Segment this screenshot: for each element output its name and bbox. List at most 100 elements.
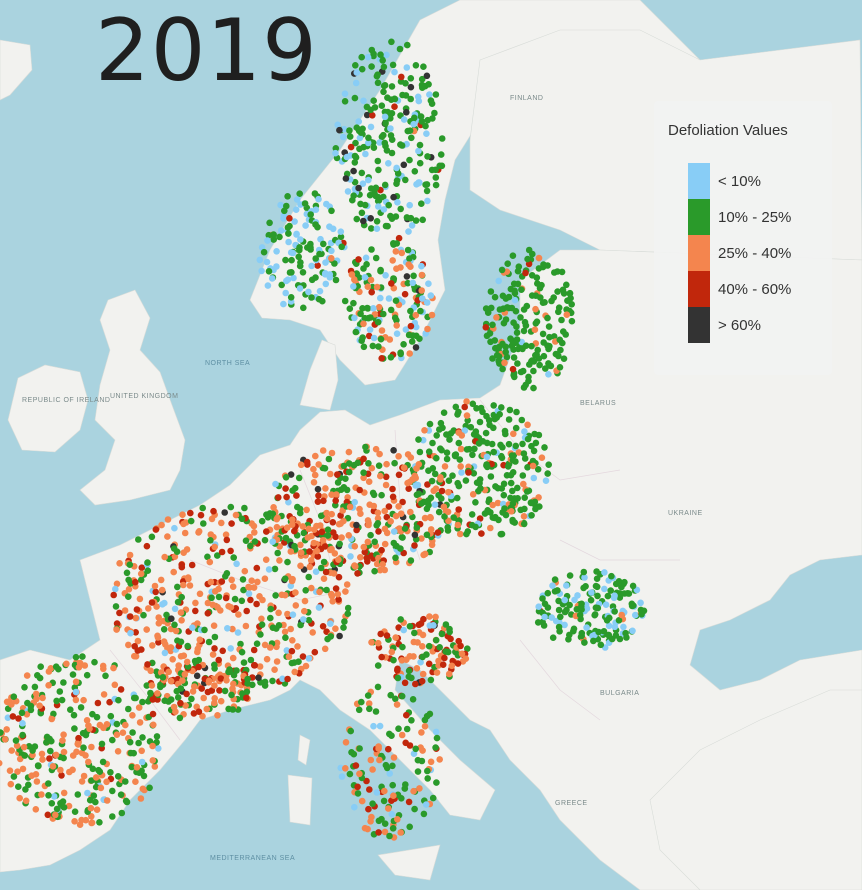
plot-point bbox=[382, 120, 389, 127]
plot-point bbox=[122, 721, 129, 729]
plot-point bbox=[204, 610, 212, 617]
plot-point bbox=[493, 314, 500, 321]
plot-point bbox=[419, 216, 427, 224]
plot-point bbox=[294, 643, 301, 650]
plot-point bbox=[281, 628, 289, 636]
plot-point bbox=[243, 607, 250, 615]
plot-point bbox=[414, 768, 422, 775]
plot-point bbox=[92, 774, 100, 781]
plot-point bbox=[15, 715, 22, 722]
plot-point bbox=[351, 314, 358, 322]
plot-point bbox=[407, 214, 415, 222]
plot-point bbox=[431, 470, 439, 478]
plot-point bbox=[276, 557, 283, 564]
plot-point bbox=[199, 712, 206, 720]
plot-point bbox=[181, 529, 189, 537]
plot-point bbox=[289, 637, 296, 644]
plot-point bbox=[263, 655, 271, 663]
plot-point bbox=[132, 694, 139, 702]
plot-point bbox=[160, 626, 168, 633]
plot-point bbox=[398, 533, 406, 541]
plot-point bbox=[365, 521, 372, 529]
plot-point bbox=[180, 652, 188, 659]
plot-point bbox=[368, 288, 376, 296]
plot-point bbox=[217, 675, 225, 682]
plot-point bbox=[535, 265, 543, 272]
plot-point bbox=[521, 494, 528, 502]
plot-point bbox=[389, 781, 397, 789]
plot-point bbox=[228, 520, 235, 527]
plot-point bbox=[4, 714, 12, 721]
plot-point bbox=[296, 285, 304, 292]
plot-point bbox=[109, 787, 116, 795]
plot-point bbox=[426, 420, 434, 428]
plot-point bbox=[408, 338, 416, 345]
plot-point bbox=[306, 563, 314, 571]
plot-point bbox=[433, 454, 440, 462]
plot-point bbox=[63, 660, 70, 668]
defoliation-points[interactable] bbox=[0, 38, 648, 841]
year-title: 2019 bbox=[95, 1, 318, 101]
plot-point bbox=[360, 474, 367, 482]
plot-point bbox=[186, 582, 194, 589]
plot-point bbox=[489, 355, 496, 362]
plot-point bbox=[288, 269, 295, 276]
plot-point bbox=[388, 38, 395, 46]
plot-point bbox=[364, 692, 372, 699]
legend-item-lt10: < 10% bbox=[688, 163, 818, 199]
plot-point bbox=[438, 630, 446, 638]
plot-point bbox=[441, 513, 448, 520]
plot-point bbox=[424, 197, 431, 205]
plot-point bbox=[301, 597, 309, 605]
label-belarus: BELARUS bbox=[580, 400, 616, 407]
plot-point bbox=[140, 611, 147, 619]
plot-point bbox=[155, 620, 163, 627]
plot-point bbox=[407, 508, 414, 516]
plot-point bbox=[352, 154, 360, 161]
plot-point bbox=[136, 595, 144, 603]
plot-point bbox=[497, 441, 504, 449]
plot-point bbox=[0, 759, 3, 767]
plot-point bbox=[367, 314, 374, 321]
plot-point bbox=[397, 616, 405, 623]
plot-point bbox=[323, 200, 330, 208]
plot-point bbox=[305, 655, 313, 662]
plot-point bbox=[418, 287, 426, 294]
plot-point bbox=[170, 568, 177, 576]
plot-point bbox=[566, 601, 573, 609]
plot-point bbox=[427, 526, 435, 533]
plot-point bbox=[352, 62, 359, 69]
plot-point bbox=[428, 477, 436, 485]
plot-point bbox=[410, 120, 418, 128]
plot-point bbox=[292, 602, 300, 609]
plot-point bbox=[371, 189, 378, 197]
plot-point bbox=[407, 322, 415, 330]
plot-point bbox=[215, 656, 222, 664]
plot-point bbox=[347, 143, 355, 151]
plot-point bbox=[123, 569, 131, 577]
plot-point bbox=[288, 521, 296, 528]
plot-point bbox=[204, 553, 211, 561]
plot-point bbox=[404, 246, 412, 254]
plot-point bbox=[359, 125, 366, 133]
plot-point bbox=[420, 810, 428, 818]
plot-point bbox=[544, 314, 551, 322]
plot-point bbox=[432, 174, 440, 181]
plot-point bbox=[144, 661, 151, 668]
plot-point bbox=[328, 449, 336, 457]
plot-point bbox=[393, 542, 400, 550]
plot-point bbox=[438, 487, 446, 495]
plot-point bbox=[293, 492, 300, 499]
plot-point bbox=[397, 510, 405, 517]
plot-point bbox=[563, 311, 571, 319]
plot-point bbox=[381, 828, 389, 836]
plot-point bbox=[376, 722, 384, 730]
plot-point bbox=[32, 806, 40, 813]
plot-point bbox=[163, 611, 170, 619]
plot-point bbox=[180, 549, 187, 556]
plot-point bbox=[148, 682, 156, 689]
plot-point bbox=[597, 641, 605, 649]
plot-point bbox=[302, 222, 309, 229]
plot-point bbox=[392, 634, 400, 641]
plot-point bbox=[581, 639, 588, 646]
